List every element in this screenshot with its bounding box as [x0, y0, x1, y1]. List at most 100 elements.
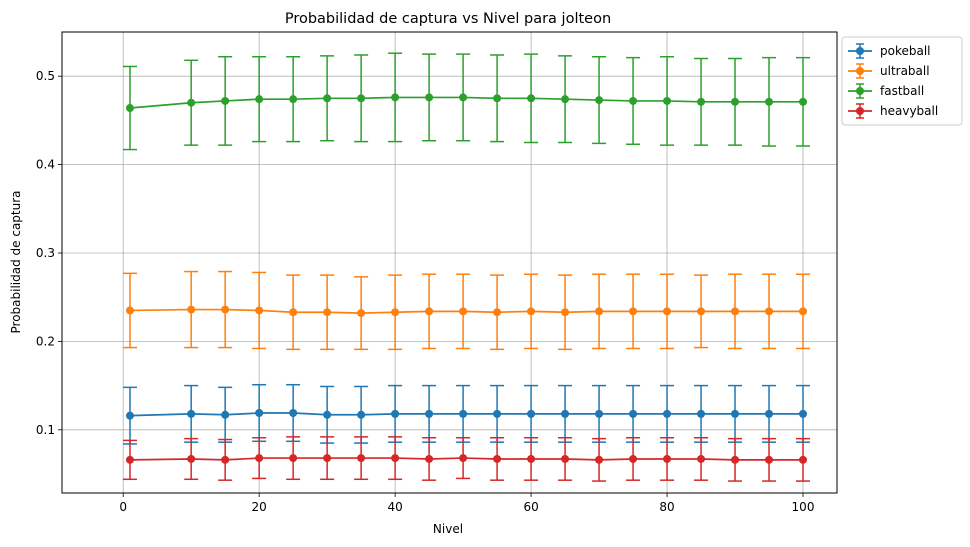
- x-tick-label: 40: [387, 500, 402, 514]
- data-point: [221, 410, 230, 419]
- legend-box: [841, 36, 963, 126]
- y-tick-label: 0.5: [36, 69, 55, 83]
- data-point: [697, 307, 706, 316]
- data-point: [731, 455, 740, 464]
- legend-label: fastball: [880, 84, 924, 98]
- series-heavyball: [122, 436, 811, 482]
- data-point: [357, 410, 366, 419]
- data-point: [425, 307, 434, 316]
- legend-item-pokeball: pokeball: [848, 43, 931, 59]
- data-point: [125, 306, 134, 315]
- y-tick-label: 0.3: [36, 246, 55, 260]
- series-line: [129, 457, 804, 461]
- data-point: [323, 94, 332, 103]
- data-point: [527, 454, 536, 463]
- legend-marker: [856, 107, 864, 115]
- data-point: [125, 411, 134, 420]
- x-axis: 0 20 40 60 80 100: [119, 493, 814, 514]
- series-line: [129, 308, 804, 314]
- data-point: [595, 409, 604, 418]
- data-point: [221, 96, 230, 105]
- data-point: [799, 455, 808, 464]
- data-point: [187, 305, 196, 314]
- y-tick-label: 0.4: [36, 158, 55, 172]
- data-point: [493, 308, 502, 317]
- data-point: [221, 305, 230, 314]
- data-point: [765, 307, 774, 316]
- data-point: [187, 454, 196, 463]
- data-point: [697, 454, 706, 463]
- legend-item-heavyball: heavyball: [848, 103, 938, 119]
- y-axis: 0.1 0.2 0.3 0.4 0.5: [36, 69, 62, 437]
- data-point: [595, 307, 604, 316]
- series-fastball: [122, 52, 811, 151]
- data-point: [697, 409, 706, 418]
- legend: pokeball ultraball fastball heavyball: [841, 36, 963, 126]
- series-layer: [122, 52, 811, 482]
- data-point: [255, 306, 264, 315]
- data-point: [289, 308, 298, 317]
- data-point: [561, 454, 570, 463]
- data-point: [765, 97, 774, 106]
- series-pokeball: [122, 383, 811, 445]
- data-point: [799, 307, 808, 316]
- legend-marker: [856, 87, 864, 95]
- data-point: [629, 307, 638, 316]
- data-point: [357, 454, 366, 463]
- data-point: [765, 455, 774, 464]
- data-point: [459, 307, 468, 316]
- data-point: [289, 454, 298, 463]
- data-point: [391, 93, 400, 102]
- data-point: [663, 454, 672, 463]
- data-point: [731, 409, 740, 418]
- x-tick-label: 20: [252, 500, 267, 514]
- data-point: [459, 409, 468, 418]
- plot-frame: [61, 31, 838, 494]
- y-axis-label: Probabilidad de captura: [9, 190, 23, 333]
- data-point: [425, 409, 434, 418]
- x-axis-label: Nivel: [433, 522, 463, 536]
- legend-marker: [856, 47, 864, 55]
- data-point: [663, 96, 672, 105]
- x-tick-label: 60: [523, 500, 538, 514]
- data-point: [289, 95, 298, 104]
- series-line: [129, 96, 804, 109]
- legend-item-fastball: fastball: [848, 83, 924, 99]
- data-point: [221, 455, 230, 464]
- data-point: [493, 94, 502, 103]
- data-point: [493, 454, 502, 463]
- data-point: [391, 308, 400, 317]
- data-point: [663, 409, 672, 418]
- x-tick-label: 80: [659, 500, 674, 514]
- data-point: [425, 454, 434, 463]
- data-point: [425, 93, 434, 102]
- data-point: [663, 307, 672, 316]
- y-tick-label: 0.1: [36, 423, 55, 437]
- data-point: [255, 454, 264, 463]
- data-point: [323, 454, 332, 463]
- data-point: [561, 308, 570, 317]
- data-point: [493, 409, 502, 418]
- data-point: [357, 309, 366, 318]
- data-point: [595, 96, 604, 105]
- data-point: [323, 410, 332, 419]
- data-point: [629, 96, 638, 105]
- legend-marker: [856, 67, 864, 75]
- data-point: [459, 454, 468, 463]
- data-point: [527, 409, 536, 418]
- data-point: [595, 455, 604, 464]
- chart-title: Probabilidad de captura vs Nivel para jo…: [285, 11, 611, 27]
- data-point: [255, 95, 264, 104]
- data-point: [289, 408, 298, 417]
- y-tick-label: 0.2: [36, 334, 55, 348]
- data-point: [765, 409, 774, 418]
- data-point: [187, 409, 196, 418]
- data-point: [459, 93, 468, 102]
- data-point: [697, 97, 706, 106]
- data-point: [255, 408, 264, 417]
- data-point: [391, 409, 400, 418]
- data-point: [629, 454, 638, 463]
- data-point: [731, 307, 740, 316]
- data-point: [799, 409, 808, 418]
